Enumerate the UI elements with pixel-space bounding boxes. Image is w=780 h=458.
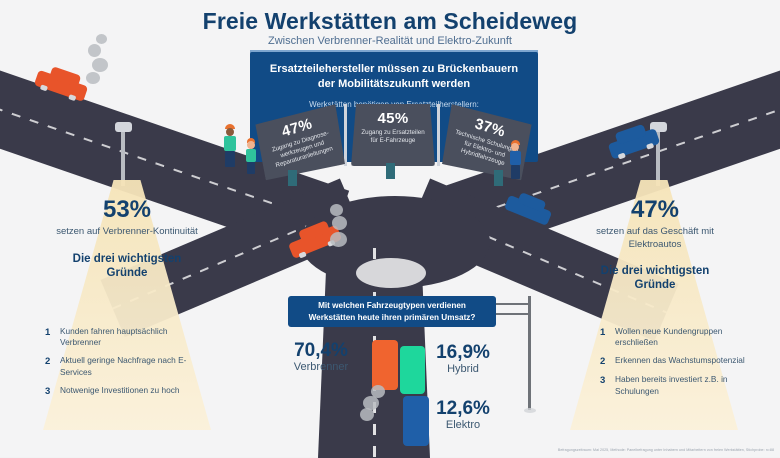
worker-figure-left-b xyxy=(244,138,258,174)
methodology-footnote: Befragungszeitraum: Mai 2025, Methode: P… xyxy=(557,448,774,452)
question-banner-text: Mit welchen Fahrzeugtypen verdienen Werk… xyxy=(308,301,476,322)
bridge-pillar-right xyxy=(494,170,503,186)
exhaust-smoke-puff xyxy=(88,44,101,57)
bridge-segment-2: 45% Zugang zu Ersatzteilen für E-Fahrzeu… xyxy=(351,104,435,166)
bridge-pillar-center xyxy=(386,163,395,179)
vehicle-stat-percent: 16,9% xyxy=(436,342,490,363)
worker-head xyxy=(247,141,255,149)
worker-helmet-icon xyxy=(225,124,235,129)
worker-hair-icon xyxy=(511,140,520,145)
street-lamp-post-left xyxy=(121,128,125,186)
reason-text: Erkennen das Wachstumspotenzial xyxy=(615,355,745,366)
question-banner: Mit welchen Fahrzeugtypen verdienen Werk… xyxy=(288,296,496,327)
exhaust-smoke-puff xyxy=(360,408,374,421)
street-lamp-head-left xyxy=(115,122,132,132)
reason-text: Aktuell geringe Nachfrage nach E-Service… xyxy=(60,355,187,377)
vehicle-stat-percent: 70,4% xyxy=(294,340,348,361)
reason-number: 3 xyxy=(600,375,606,387)
left-stat-percent: 53% xyxy=(102,196,152,223)
bridge-segment-label: Zugang zu Ersatzteilen für E-Fahrzeuge xyxy=(361,129,425,145)
car-hybrid-green xyxy=(400,346,425,394)
right-stat-percent: 47% xyxy=(630,196,680,223)
worker-figure-left-a xyxy=(222,124,238,168)
worker-head xyxy=(511,143,519,151)
worker-hair-icon xyxy=(247,138,255,143)
right-stat-block: 47% setzen auf das Geschäft mit Elektroa… xyxy=(580,196,730,293)
vehicle-stat-hybrid: 16,9% Hybrid xyxy=(424,342,502,375)
exhaust-smoke-puff xyxy=(332,216,347,230)
roundabout-island xyxy=(356,258,426,288)
worker-legs xyxy=(247,162,255,174)
reason-text: Haben bereits investiert z.B. in Schulun… xyxy=(615,374,728,396)
exhaust-smoke-puff xyxy=(371,385,385,398)
left-stat-description: setzen auf Verbrenner-Kontinuität xyxy=(56,226,198,237)
right-stat-description: setzen auf das Geschäft mit Elektroautos xyxy=(596,226,714,250)
car-body xyxy=(403,396,429,446)
exhaust-smoke-puff xyxy=(330,204,343,216)
car-verbrenner-orange xyxy=(372,340,398,390)
list-item: 3 Haben bereits investiert z.B. in Schul… xyxy=(600,374,760,396)
vehicle-stat-verbrenner: 70,4% Verbrenner xyxy=(275,340,367,373)
street-lamp-post-right xyxy=(656,128,660,186)
exhaust-smoke-puff xyxy=(330,232,347,247)
gantry-arm-bottom xyxy=(492,313,530,315)
exhaust-smoke-puff xyxy=(86,72,100,84)
page-subtitle: Zwischen Verbrenner-Realität und Elektro… xyxy=(268,35,512,47)
reason-number: 1 xyxy=(45,327,51,338)
street-lamp-head-right xyxy=(650,122,667,132)
exhaust-smoke-puff xyxy=(96,34,107,44)
vehicle-stat-elektro: 12,6% Elektro xyxy=(424,398,502,431)
car-body xyxy=(400,346,425,394)
car-elektro-blue xyxy=(403,396,429,446)
worker-figure-right xyxy=(508,140,524,180)
reason-number: 2 xyxy=(600,356,606,368)
list-item: 1 Wollen neue Kundengruppen erschließen xyxy=(600,326,760,348)
exhaust-smoke-puff xyxy=(92,58,108,72)
bridge-cable-left xyxy=(344,104,347,166)
list-item: 2 Erkennen das Wachstumspotenzial xyxy=(600,355,760,367)
worker-vest xyxy=(224,136,236,151)
page-title: Freie Werkstätten am Scheideweg xyxy=(202,8,578,34)
reason-number: 2 xyxy=(45,356,51,368)
worker-legs xyxy=(225,151,235,167)
bridge-segment-percent: 45% xyxy=(377,110,409,127)
gantry-arm-top xyxy=(492,303,530,305)
right-reasons-heading: Die drei wichtigsten Gründe xyxy=(600,265,710,292)
exhaust-smoke-puff xyxy=(363,396,379,410)
left-reasons-list: 1 Kunden fahren hauptsächlich Verbrenner… xyxy=(45,326,205,404)
panel-top-accent xyxy=(250,50,538,53)
worker-vest xyxy=(510,151,521,165)
bridge-cable-right xyxy=(437,104,440,166)
gantry-base xyxy=(524,408,536,413)
reason-number: 1 xyxy=(600,327,606,338)
vehicle-stat-percent: 12,6% xyxy=(436,398,490,419)
list-item: 1 Kunden fahren hauptsächlich Verbrenner xyxy=(45,326,205,348)
reason-number: 3 xyxy=(45,385,51,397)
vehicle-stat-label: Verbrenner xyxy=(293,361,349,373)
reason-text: Wollen neue Kundengruppen erschließen xyxy=(615,326,723,348)
list-item: 2 Aktuell geringe Nachfrage nach E-Servi… xyxy=(45,355,205,377)
vehicle-stat-label: Elektro xyxy=(445,419,481,431)
left-stat-block: 53% setzen auf Verbrenner-Kontinuität Di… xyxy=(52,196,202,280)
worker-head xyxy=(226,128,234,136)
reason-text: Notwenige Investitionen zu hoch xyxy=(60,384,180,395)
vehicle-stat-label: Hybrid xyxy=(447,363,479,375)
gantry-pole xyxy=(528,296,531,410)
left-reasons-heading: Die drei wichtigsten Gründe xyxy=(72,252,182,279)
panel-headline: Ersatzteilehersteller müssen zu Brückenb… xyxy=(269,63,519,90)
worker-vest xyxy=(246,149,256,162)
list-item: 3 Notwenige Investitionen zu hoch xyxy=(45,385,205,397)
right-reasons-list: 1 Wollen neue Kundengruppen erschließen … xyxy=(600,326,760,404)
car-body xyxy=(372,340,398,390)
reason-text: Kunden fahren hauptsächlich Verbrenner xyxy=(60,326,168,348)
bridge-pillar-left xyxy=(288,170,297,186)
worker-legs xyxy=(511,165,520,179)
